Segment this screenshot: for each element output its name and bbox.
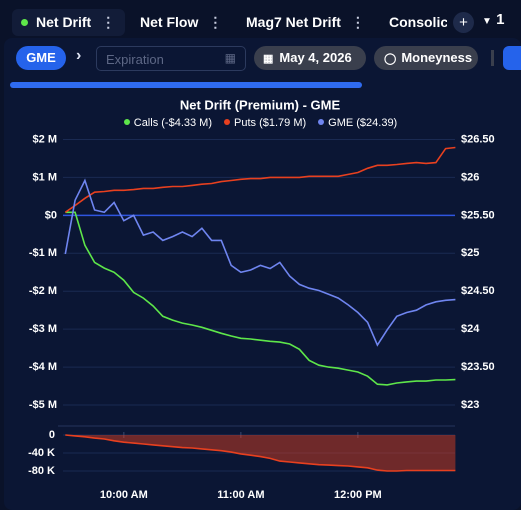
- date-label: May 4, 2026: [279, 50, 352, 65]
- y-tick-label: 0: [49, 429, 55, 441]
- moneyness-button[interactable]: ◯ Moneyness: [374, 46, 478, 70]
- y-tick-label: -$2 M: [29, 285, 57, 297]
- tab[interactable]: Consolic: [389, 9, 447, 36]
- tab-menu[interactable]: ⋮: [208, 14, 223, 30]
- tab-label: Mag7 Net Drift: [246, 14, 341, 30]
- y2-tick-label: $24: [461, 323, 480, 335]
- y-tick-label: -$3 M: [29, 323, 57, 335]
- date-button[interactable]: ▦ May 4, 2026: [254, 46, 366, 70]
- y-tick-label: -40 K: [28, 447, 55, 459]
- y2-tick-label: $25.50: [461, 209, 495, 221]
- tab-count-label: 1: [496, 11, 505, 28]
- y-tick-label: -$1 M: [29, 247, 57, 259]
- legend: Calls (-$4.33 M) Puts ($1.79 M) GME ($24.3…: [0, 117, 521, 129]
- calendar-icon: ▦: [224, 51, 236, 65]
- y-tick-label: $0: [45, 209, 57, 221]
- tab-menu[interactable]: ⋮: [350, 14, 365, 30]
- calendar-icon: ▦: [263, 53, 274, 65]
- legend-label: Calls (-$4.33 M): [133, 117, 212, 129]
- legend-label: Puts ($1.79 M): [234, 117, 307, 129]
- area: [65, 435, 456, 471]
- chart-panel: [4, 38, 521, 510]
- tab-menu[interactable]: ⋮: [101, 14, 116, 30]
- legend-label: GME ($24.39): [328, 117, 398, 129]
- legend-item[interactable]: GME ($24.39): [318, 117, 397, 129]
- legend-dot: [123, 119, 130, 125]
- series-line: [64, 178, 456, 347]
- y-tick-label: -$4 M: [29, 361, 57, 373]
- expiration-input[interactable]: Expiration ▦: [96, 46, 246, 71]
- toggle[interactable]: [503, 46, 521, 70]
- tab-label: Consolic: [389, 14, 447, 30]
- progress-bar: [10, 82, 362, 88]
- lock-icon: ◯: [384, 53, 397, 65]
- y2-tick-label: $23: [461, 399, 479, 411]
- series-line: [64, 146, 456, 213]
- y2-tick-label: $26.50: [461, 133, 495, 145]
- legend-dot: [224, 119, 230, 125]
- legend-dot: [318, 119, 325, 125]
- area-line: [65, 434, 456, 472]
- x-tick-label: 10:00 AM: [100, 489, 148, 501]
- series-line: [65, 211, 456, 386]
- tab[interactable]: Mag7 Net Drift ⋮: [246, 9, 365, 36]
- y-tick-label: -80 K: [28, 465, 55, 477]
- divider: [491, 50, 494, 66]
- add-tab[interactable]: +: [453, 12, 474, 33]
- tab[interactable]: Net Flow ⋮: [140, 9, 222, 36]
- legend-item[interactable]: Calls (-$4.33 M): [123, 117, 212, 129]
- tab-label: Net Flow: [140, 14, 199, 30]
- y2-tick-label: $26: [461, 171, 479, 183]
- y-tick-label: $1 M: [33, 171, 57, 183]
- tab[interactable]: Net Drift ⋮: [12, 9, 126, 36]
- y-tick-label: -$5 M: [29, 399, 57, 411]
- ticker-button[interactable]: GME: [16, 46, 66, 70]
- legend-item[interactable]: Puts ($1.79 M): [224, 117, 306, 129]
- ticker-label: GME: [26, 50, 56, 65]
- x-tick-label: 12:00 PM: [334, 489, 382, 501]
- chart-title: Net Drift (Premium) - GME: [180, 97, 341, 112]
- y2-tick-label: $25: [461, 247, 479, 259]
- y2-tick-label: $23.50: [461, 361, 495, 373]
- tab-label: Net Drift: [36, 14, 92, 30]
- y2-tick-label: $24.50: [461, 285, 495, 297]
- tab-count[interactable]: ▼ 1: [482, 11, 505, 28]
- moneyness-label: Moneyness: [401, 50, 473, 65]
- x-tick-label: 11:00 AM: [217, 489, 264, 501]
- expiration-placeholder: Expiration: [106, 52, 164, 67]
- chevron: ›: [76, 47, 82, 64]
- y-tick-label: $2 M: [33, 133, 57, 145]
